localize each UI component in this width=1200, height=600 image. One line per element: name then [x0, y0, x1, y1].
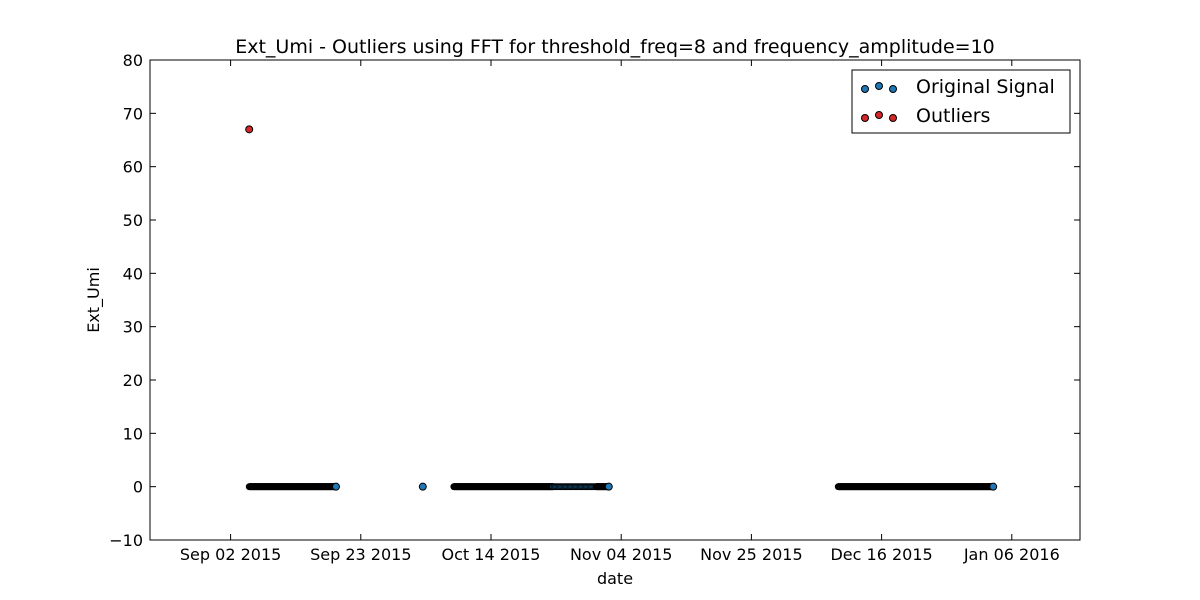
- x-tick-label: Nov 04 2015: [570, 545, 672, 564]
- legend-marker: [889, 85, 897, 93]
- plot-frame: [149, 59, 1081, 541]
- y-tick-label: 0: [133, 478, 143, 497]
- y-axis-title: Ext_Umi: [84, 267, 104, 333]
- legend-marker: [889, 114, 897, 122]
- x-axis-title: date: [597, 569, 633, 588]
- legend-label: Original Signal: [916, 76, 1055, 98]
- data-point: [332, 482, 340, 491]
- x-tick-label: Sep 02 2015: [180, 545, 281, 564]
- legend: Original Signal Outliers: [851, 69, 1071, 134]
- y-tick-label: 60: [123, 158, 143, 177]
- y-tick-label: 30: [123, 318, 143, 337]
- y-tick-label: 40: [123, 264, 143, 283]
- legend-box: [851, 69, 1071, 134]
- outlier-point: [245, 125, 254, 134]
- legend-marker: [861, 114, 869, 122]
- legend-marker: [861, 85, 869, 93]
- data-point: [604, 482, 613, 491]
- y-tick-label: −10: [109, 531, 143, 550]
- y-tick-label: 80: [123, 51, 143, 70]
- data-point: [989, 482, 998, 491]
- x-tick-label: Oct 14 2015: [442, 545, 541, 564]
- chart-title: Ext_Umi - Outliers using FFT for thresho…: [235, 36, 995, 58]
- x-tick-label: Nov 25 2015: [700, 545, 802, 564]
- y-tick-label: 70: [123, 104, 143, 123]
- legend-marker: [875, 82, 883, 90]
- legend-label: Outliers: [916, 105, 990, 127]
- legend-marker: [875, 111, 883, 119]
- x-tick-label: Sep 23 2015: [310, 545, 411, 564]
- y-tick-label: 10: [123, 424, 143, 443]
- x-tick-label: Dec 16 2015: [830, 545, 932, 564]
- data-point: [418, 482, 427, 491]
- y-tick-label: 50: [123, 211, 143, 230]
- y-tick-label: 20: [123, 371, 143, 390]
- x-tick-label: Jan 06 2016: [963, 545, 1060, 564]
